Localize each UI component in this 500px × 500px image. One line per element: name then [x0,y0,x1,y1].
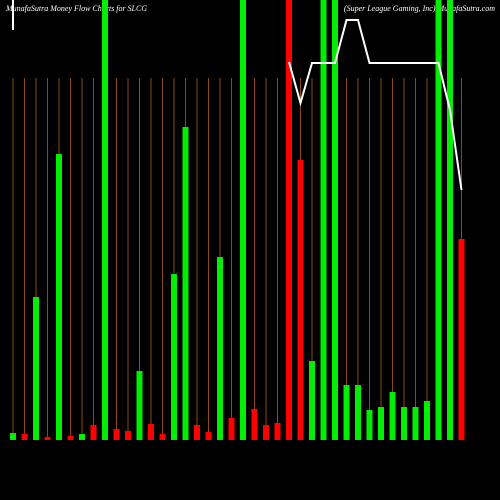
bar [240,0,246,440]
bar [343,385,350,440]
bar [136,371,143,440]
bar [217,257,223,440]
bar [389,392,396,440]
bar [44,437,51,440]
bar [182,127,189,440]
flow-line [288,19,463,191]
bar [309,361,315,440]
bar [366,410,373,440]
bar [205,432,212,440]
bar [412,407,419,440]
bar [125,431,131,440]
bar [435,0,442,440]
bar [424,401,430,440]
bar [286,0,292,440]
chart-title: MunafaSutra Money Flow Charts for SLCG [5,4,147,13]
bar [159,434,166,440]
bar [67,436,74,440]
bar [355,385,361,440]
bar [332,0,338,440]
bar [320,0,327,440]
bar [458,239,465,440]
bar [113,429,120,440]
bar [263,425,269,440]
chart-subtitle: (Super League Gaming, Inc) MunafaSutra.c… [344,4,495,13]
bar [194,425,200,440]
bar [148,424,154,440]
bar [228,418,235,440]
bar [21,434,28,440]
bar [171,274,177,440]
bar [79,434,85,440]
bar [297,160,304,440]
bar [10,433,16,440]
bar [401,407,407,440]
bar [90,425,97,440]
bar [274,423,281,440]
bar [378,407,384,440]
bar [447,0,453,440]
bar [33,297,39,440]
bar [251,409,258,440]
bar [102,0,108,440]
bar [56,154,62,440]
